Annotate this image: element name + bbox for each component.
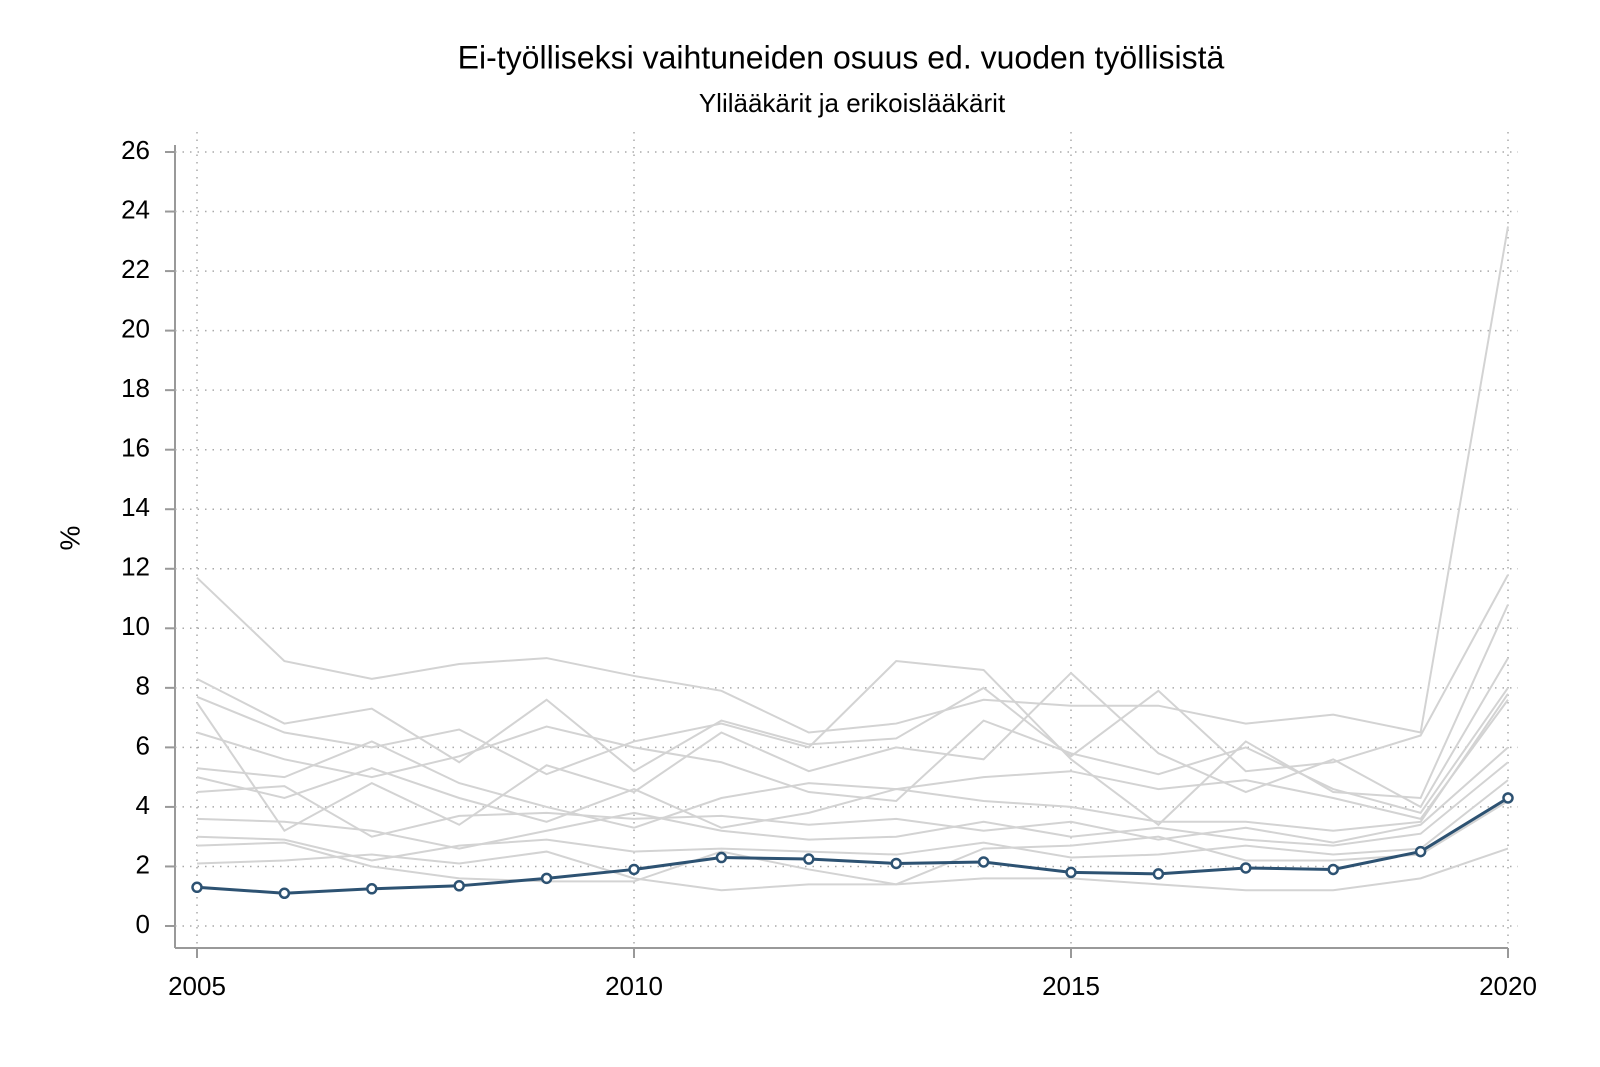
y-tick-label: 26 [121,135,150,165]
line [196,847,1509,892]
highlight-line [196,796,1509,895]
y-tick-label: 22 [121,254,150,284]
line [196,693,1509,832]
point [803,853,815,865]
y-tick-label: 16 [121,433,150,463]
line [196,761,1509,850]
y-tick-label: 6 [136,730,150,760]
x-tick-label: 2015 [1042,971,1100,1001]
x-tick-label: 2020 [1479,971,1537,1001]
line [196,604,1509,827]
point [278,887,291,900]
point [1327,863,1339,876]
y-tick-label: 2 [136,849,150,879]
line [196,746,1509,844]
line [196,800,1509,886]
chart-title: Ei-työlliseksi vaihtuneiden osuus ed. vu… [458,39,1225,75]
point [628,863,640,876]
y-tick-label: 4 [136,790,150,820]
point [1502,792,1514,804]
point [453,880,465,892]
line [196,699,1509,829]
line [196,574,1509,773]
line [196,657,1509,833]
y-tick-label: 12 [121,552,150,582]
x-tick-label: 2010 [605,971,663,1001]
y-tick-label: 10 [121,611,150,641]
y-tick-label: 18 [121,373,150,403]
line [196,779,1509,862]
point [715,851,728,864]
y-tick-label: 20 [121,313,150,343]
line [196,687,1509,815]
y-tick-label: 8 [136,671,150,701]
y-tick-label: 14 [121,492,150,522]
point [191,881,203,894]
x-tick-label: 2005 [168,971,226,1001]
chart-subtitle: Ylilääkärit ja erikoislääkärit [699,88,1006,118]
point [1240,862,1252,874]
point [890,857,902,870]
line [196,226,1509,734]
point [540,872,553,885]
point [1414,845,1427,858]
y-axis-label: % [54,526,85,551]
point [1065,866,1077,879]
point [1152,868,1165,880]
y-tick-label: 24 [121,194,150,224]
point [366,883,378,895]
y-tick-label: 0 [136,909,150,939]
point [977,856,990,868]
